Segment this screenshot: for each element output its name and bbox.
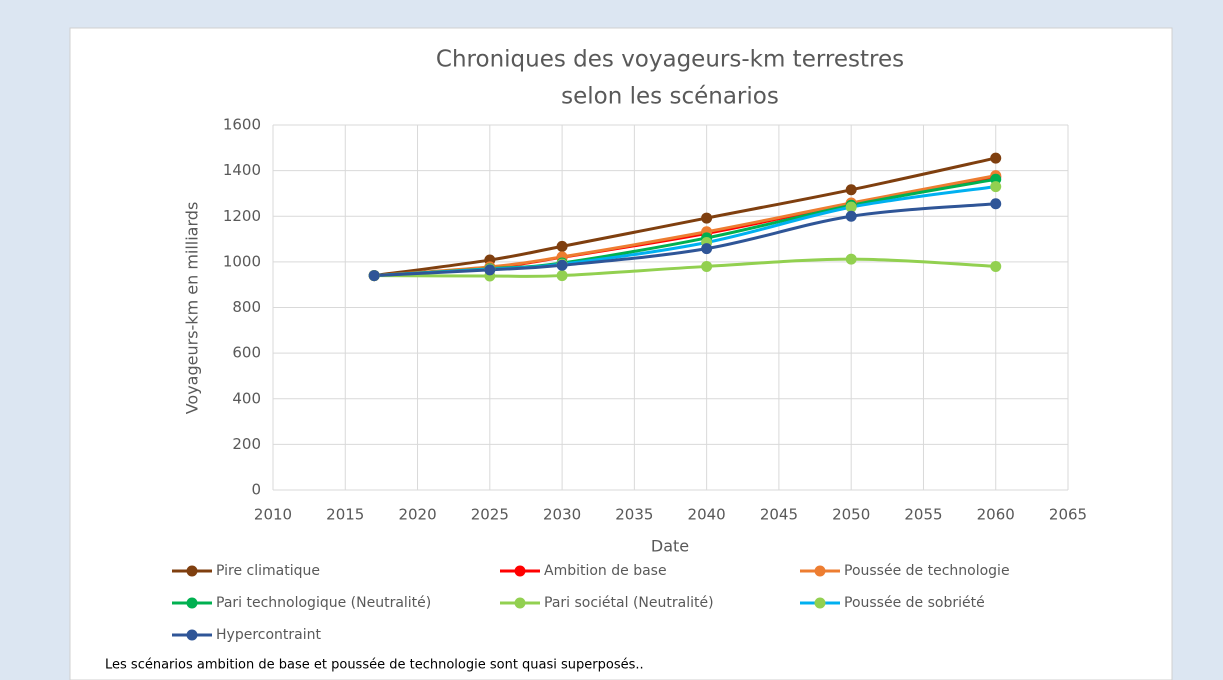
legend-marker [514, 565, 526, 577]
x-tick-label: 2035 [615, 506, 653, 524]
x-axis-label: Date [651, 537, 689, 556]
y-tick-label: 1200 [223, 207, 261, 225]
legend-marker [186, 597, 198, 609]
data-point [368, 270, 380, 282]
data-point [990, 260, 1002, 272]
data-point [701, 243, 713, 255]
chart-title: selon les scénarios [561, 84, 779, 110]
data-point [845, 253, 857, 265]
legend-label: Hypercontraint [216, 627, 321, 643]
legend-marker [814, 565, 826, 577]
data-point [701, 212, 713, 224]
chart-panel [69, 27, 1173, 680]
x-tick-label: 2020 [398, 506, 436, 524]
legend-label: Pire climatique [216, 563, 320, 579]
x-tick-label: 2040 [688, 506, 726, 524]
data-point [484, 264, 496, 276]
legend-label: Poussée de sobriété [844, 595, 985, 611]
data-point [990, 198, 1002, 210]
y-tick-label: 0 [251, 481, 261, 499]
y-tick-label: 1000 [223, 252, 261, 270]
data-point [845, 201, 857, 213]
y-axis-label: Voyageurs-km en milliards [183, 202, 202, 415]
x-tick-label: 2060 [977, 506, 1015, 524]
chart-title: Chroniques des voyageurs-km terrestres [436, 47, 904, 73]
data-point [556, 240, 568, 252]
x-tick-label: 2015 [326, 506, 364, 524]
data-point [701, 260, 713, 272]
legend-marker [186, 565, 198, 577]
data-point [556, 270, 568, 282]
legend-marker [186, 629, 198, 641]
x-tick-label: 2025 [471, 506, 509, 524]
legend-label: Pari technologique (Neutralité) [216, 595, 431, 611]
x-tick-label: 2055 [904, 506, 942, 524]
data-point [990, 152, 1002, 164]
y-tick-label: 600 [232, 344, 261, 362]
x-tick-label: 2030 [543, 506, 581, 524]
legend-label: Ambition de base [544, 563, 667, 579]
y-tick-label: 200 [232, 435, 261, 453]
legend-label: Pari sociétal (Neutralité) [544, 595, 714, 611]
y-tick-label: 800 [232, 298, 261, 316]
y-tick-label: 400 [232, 389, 261, 407]
data-point [845, 184, 857, 196]
x-tick-label: 2050 [832, 506, 870, 524]
data-point [990, 181, 1002, 193]
y-tick-label: 1400 [223, 161, 261, 179]
legend-label: Poussée de technologie [844, 563, 1010, 579]
y-tick-label: 1600 [223, 116, 261, 134]
x-tick-label: 2045 [760, 506, 798, 524]
x-tick-label: 2065 [1049, 506, 1087, 524]
data-point [556, 259, 568, 271]
caption: Les scénarios ambition de base et poussé… [105, 658, 644, 673]
x-tick-label: 2010 [254, 506, 292, 524]
legend-marker [814, 597, 826, 609]
legend-marker [514, 597, 526, 609]
data-point [845, 210, 857, 222]
